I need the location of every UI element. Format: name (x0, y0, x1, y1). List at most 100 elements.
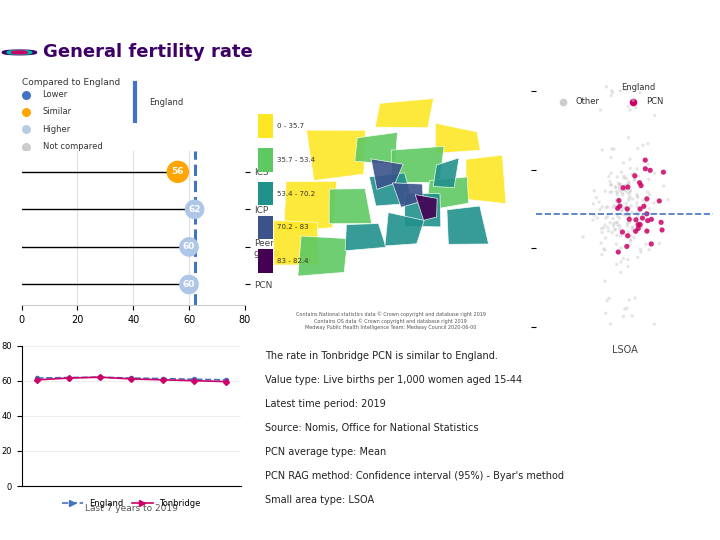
Point (621, 205, 633, 213)
Point (634, 183, 646, 192)
Point (613, 248, 624, 256)
Tonbridge (190, 377, 199, 384)
Point (606, 86, 618, 95)
Point (631, 193, 643, 202)
Point (606, 91, 617, 100)
Point (588, 321, 600, 330)
Text: The rate in Tonbridge PCN is similar to England.: The rate in Tonbridge PCN is similar to … (265, 351, 498, 361)
Point (624, 240, 636, 249)
Text: LSOA: LSOA (612, 345, 637, 355)
Point (627, 222, 639, 231)
Polygon shape (375, 98, 433, 128)
Point (606, 180, 617, 189)
Polygon shape (307, 130, 366, 180)
Point (620, 181, 631, 190)
Tonbridge (127, 376, 135, 382)
Point (612, 204, 624, 213)
Text: 0 - 35.7: 0 - 35.7 (277, 123, 305, 129)
Point (632, 220, 644, 229)
Point (625, 201, 636, 210)
Point (662, 195, 673, 204)
Text: Last 7 years to 2019: Last 7 years to 2019 (85, 504, 178, 514)
Point (595, 239, 607, 247)
Bar (258, 182, 273, 205)
Point (621, 208, 633, 217)
Bar (258, 215, 273, 239)
Point (629, 294, 641, 302)
Text: Source: Nomis, Office for National Statistics: Source: Nomis, Office for National Stati… (265, 423, 478, 433)
Point (623, 228, 634, 237)
Bar (258, 148, 273, 172)
Point (623, 196, 634, 205)
Point (644, 166, 656, 174)
Point (643, 245, 654, 254)
Point (614, 222, 626, 231)
Point (624, 188, 636, 197)
Polygon shape (329, 188, 372, 224)
Point (631, 208, 642, 217)
Point (618, 174, 630, 183)
Point (620, 199, 631, 208)
Point (624, 321, 635, 330)
Point (629, 172, 641, 180)
Point (183, 242, 194, 251)
Point (637, 141, 649, 150)
Point (639, 165, 651, 173)
England (96, 374, 104, 380)
Point (625, 235, 636, 244)
Text: Similar: Similar (42, 107, 72, 117)
Point (610, 218, 621, 227)
Point (600, 234, 611, 242)
Point (609, 225, 621, 234)
Point (616, 180, 627, 189)
Text: 83 - 82.4: 83 - 82.4 (277, 258, 309, 264)
Text: Value type: Live births per 1,000 women aged 15-44: Value type: Live births per 1,000 women … (265, 375, 522, 385)
Point (600, 203, 612, 212)
Bar (258, 249, 273, 273)
Point (623, 190, 634, 198)
Point (588, 200, 599, 208)
Point (624, 194, 635, 203)
Point (622, 232, 634, 240)
Point (588, 215, 599, 224)
Point (621, 303, 633, 312)
Point (608, 219, 620, 228)
Point (599, 277, 611, 286)
Point (638, 202, 649, 211)
Point (614, 186, 626, 194)
Point (631, 190, 642, 199)
Point (642, 160, 654, 168)
Point (600, 187, 611, 195)
Text: 35.7 - 53.4: 35.7 - 53.4 (277, 157, 315, 163)
Point (595, 106, 606, 114)
Point (606, 153, 617, 162)
Point (615, 244, 626, 252)
Polygon shape (427, 177, 469, 211)
Text: England: England (621, 83, 655, 92)
Point (620, 230, 631, 239)
England (127, 375, 135, 381)
Point (624, 212, 635, 220)
Point (613, 181, 625, 190)
Point (620, 85, 631, 94)
Point (601, 296, 613, 305)
Point (646, 215, 657, 224)
Text: PCN average type: Mean: PCN average type: Mean (265, 447, 386, 457)
Point (611, 240, 622, 248)
Point (632, 192, 644, 200)
Point (624, 179, 635, 188)
Point (602, 212, 613, 220)
Point (608, 145, 620, 153)
Text: Lower: Lower (42, 90, 68, 99)
Polygon shape (466, 155, 506, 204)
Point (624, 192, 636, 201)
Point (626, 195, 638, 204)
Point (632, 253, 644, 262)
Point (631, 165, 643, 173)
Point (596, 228, 608, 237)
Point (642, 217, 654, 225)
Point (649, 168, 660, 177)
Point (622, 262, 634, 271)
Polygon shape (385, 212, 424, 246)
Point (604, 188, 616, 197)
